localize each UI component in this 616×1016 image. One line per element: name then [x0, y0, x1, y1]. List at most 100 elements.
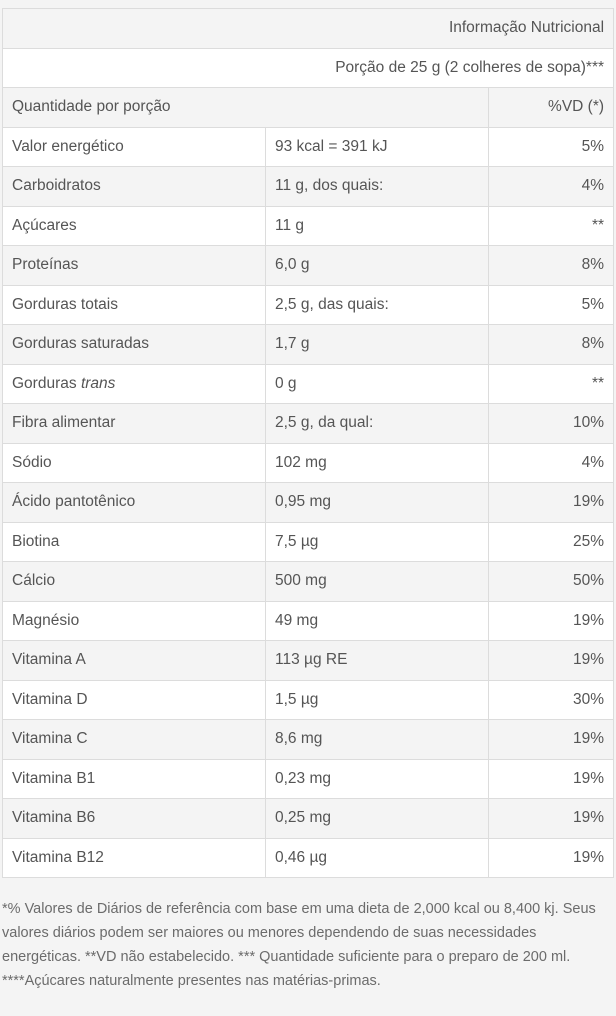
nutrient-name-text: Gorduras saturadas: [12, 335, 149, 353]
nutrient-row: Valor energético 93 kcal = 391 kJ 5%: [2, 126, 615, 167]
nutrition-facts-table: Informação Nutricional Porção de 25 g (2…: [1, 8, 615, 878]
nutrient-name-text: Gorduras totais: [12, 295, 118, 313]
nutrient-row: Vitamina B6 0,25 mg 19%: [2, 798, 615, 839]
nutrient-amount: 11 g, dos quais:: [265, 166, 489, 207]
nutrient-name: Fibra alimentar: [2, 403, 266, 444]
nutrient-name-text: Carboidratos: [12, 177, 101, 195]
nutrient-name-text: Vitamina B12: [12, 848, 104, 866]
footnote: *% Valores de Diários de referência com …: [2, 901, 596, 989]
nutrient-name: Gorduras totais: [2, 284, 266, 325]
nutrient-row: Vitamina A 113 µg RE 19%: [2, 640, 615, 681]
nutrient-daily-value: 19%: [487, 798, 615, 839]
nutrient-daily-value: 25%: [487, 521, 615, 562]
nutrient-row: Ácido pantotênico 0,95 mg 19%: [2, 482, 615, 523]
nutrient-name: Vitamina B1: [2, 758, 266, 799]
nutrient-row: Vitamina B12 0,46 µg 19%: [2, 837, 615, 878]
nutrient-amount: 113 µg RE: [265, 640, 489, 681]
nutrient-daily-value: 30%: [487, 679, 615, 720]
nutrient-amount: 0,25 mg: [265, 798, 489, 839]
nutrient-name-text: Cálcio: [12, 572, 56, 590]
nutrient-name-text: Fibra alimentar: [12, 414, 116, 432]
nutrient-row: Carboidratos 11 g, dos quais: 4%: [2, 166, 615, 207]
nutrient-amount: 6,0 g: [265, 245, 489, 286]
nutrient-daily-value: 50%: [487, 561, 615, 602]
nutrient-name-italic: trans: [80, 374, 116, 392]
nutrient-name-text: Vitamina D: [12, 690, 88, 708]
nutrient-daily-value: **: [487, 363, 615, 404]
nutrient-name-text: Valor energético: [12, 137, 124, 155]
nutrient-amount: 0,46 µg: [265, 837, 489, 878]
nutrient-amount: 11 g: [265, 205, 489, 246]
nutrient-amount: 102 mg: [265, 442, 489, 483]
nutrient-name-text: Vitamina A: [12, 651, 86, 669]
nutrient-daily-value: 19%: [487, 758, 615, 799]
nutrient-name: Vitamina A: [2, 640, 266, 681]
nutrient-name-text: Vitamina B1: [12, 769, 96, 787]
nutrient-daily-value: 19%: [487, 600, 615, 641]
nutrient-daily-value: **: [487, 205, 615, 246]
nutrient-name: Ácido pantotênico: [2, 482, 266, 523]
nutrient-name-text: Vitamina B6: [12, 809, 96, 827]
nutrient-daily-value: 19%: [487, 640, 615, 681]
nutrient-row: Açúcares 11 g **: [2, 205, 615, 246]
nutrient-daily-value: 19%: [487, 482, 615, 523]
nutrient-name-text: Açúcares: [12, 216, 77, 234]
nutrient-row: Proteínas 6,0 g 8%: [2, 245, 615, 286]
nutrient-name-text: Vitamina C: [12, 730, 88, 748]
nutrient-name: Valor energético: [2, 126, 266, 167]
nutrient-row: Sódio 102 mg 4%: [2, 442, 615, 483]
nutrient-row: Gorduras saturadas 1,7 g 8%: [2, 324, 615, 365]
nutrient-name: Proteínas: [2, 245, 266, 286]
nutrient-name: Vitamina D: [2, 679, 266, 720]
nutrient-name: Gorduras trans: [2, 363, 266, 404]
nutrient-daily-value: 19%: [487, 837, 615, 878]
nutrient-amount: 0 g: [265, 363, 489, 404]
nutrient-daily-value: 8%: [487, 245, 615, 286]
table-title-row: Informação Nutricional: [1, 8, 615, 49]
daily-value-header: %VD (*): [487, 87, 615, 128]
nutrient-row: Gorduras trans 0 g **: [2, 363, 615, 404]
nutrient-row: Biotina 7,5 µg 25%: [2, 521, 615, 562]
nutrient-name-text: Sódio: [12, 453, 52, 471]
nutrient-daily-value: 5%: [487, 126, 615, 167]
nutrient-row: Vitamina C 8,6 mg 19%: [2, 719, 615, 760]
nutrient-amount: 7,5 µg: [265, 521, 489, 562]
nutrient-daily-value: 10%: [487, 403, 615, 444]
nutrient-amount: 49 mg: [265, 600, 489, 641]
nutrient-amount: 0,95 mg: [265, 482, 489, 523]
nutrient-amount: 1,7 g: [265, 324, 489, 365]
nutrient-name: Açúcares: [2, 205, 266, 246]
nutrient-name-text: Proteínas: [12, 256, 79, 274]
nutrient-amount: 2,5 g, da qual:: [265, 403, 489, 444]
nutrient-name-text: Gorduras: [12, 374, 77, 392]
nutrient-row: Cálcio 500 mg 50%: [2, 561, 615, 602]
nutrient-amount: 500 mg: [265, 561, 489, 602]
nutrient-name: Vitamina B6: [2, 798, 266, 839]
nutrient-name: Magnésio: [2, 600, 266, 641]
nutrient-amount: 93 kcal = 391 kJ: [265, 126, 489, 167]
nutrient-name-text: Biotina: [12, 532, 60, 550]
nutrient-name: Biotina: [2, 521, 266, 562]
nutrient-daily-value: 8%: [487, 324, 615, 365]
nutrient-amount: 8,6 mg: [265, 719, 489, 760]
nutrient-row: Gorduras totais 2,5 g, das quais: 5%: [2, 284, 615, 325]
nutrient-daily-value: 4%: [487, 442, 615, 483]
nutrient-daily-value: 5%: [487, 284, 615, 325]
nutrient-name: Vitamina B12: [2, 837, 266, 878]
nutrient-amount: 1,5 µg: [265, 679, 489, 720]
nutrient-amount: 2,5 g, das quais:: [265, 284, 489, 325]
quantity-per-portion-header: Quantidade por porção: [2, 87, 489, 128]
nutrient-name-text: Ácido pantotênico: [12, 493, 136, 511]
nutrient-row: Fibra alimentar 2,5 g, da qual: 10%: [2, 403, 615, 444]
nutrient-daily-value: 4%: [487, 166, 615, 207]
nutrient-name: Cálcio: [2, 561, 266, 602]
nutrient-row: Vitamina B1 0,23 mg 19%: [2, 758, 615, 799]
nutrient-name-text: Magnésio: [12, 611, 80, 629]
nutrient-row: Magnésio 49 mg 19%: [2, 600, 615, 641]
nutrient-amount: 0,23 mg: [265, 758, 489, 799]
table-title: Informação Nutricional: [1, 8, 615, 49]
portion-row: Porção de 25 g (2 colheres de sopa)***: [1, 47, 615, 88]
nutrient-name: Gorduras saturadas: [2, 324, 266, 365]
portion-size: Porção de 25 g (2 colheres de sopa)***: [1, 47, 615, 88]
